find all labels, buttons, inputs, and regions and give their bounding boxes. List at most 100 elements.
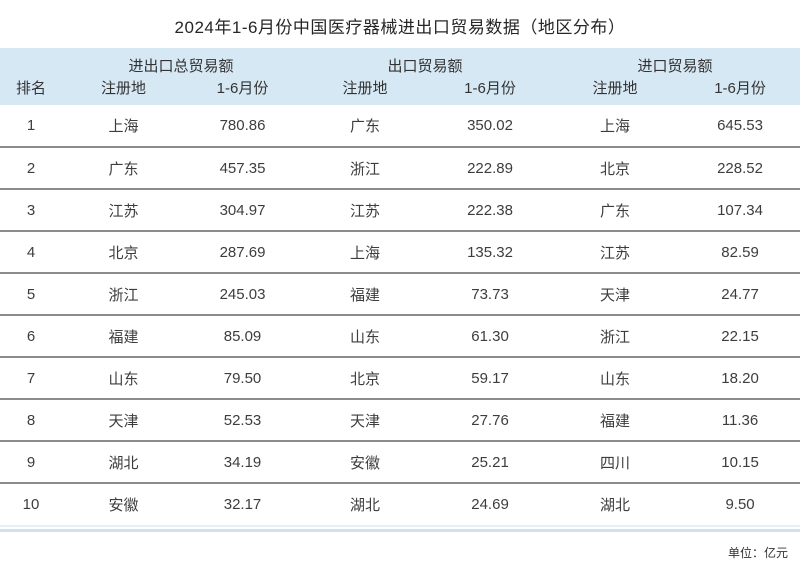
import-value-cell: 10.15 — [680, 440, 800, 483]
export-region-header: 注册地 — [300, 76, 431, 105]
total-value-cell: 32.17 — [185, 482, 301, 525]
export-region-cell: 天津 — [300, 398, 431, 441]
total-region-cell: 上海 — [62, 105, 185, 147]
export-region-cell: 上海 — [300, 230, 431, 273]
table-row: 9 湖北 34.19 安徽 25.21 四川 10.15 — [0, 440, 800, 483]
total-region-cell: 江苏 — [62, 188, 185, 231]
rank-cell: 9 — [0, 440, 62, 483]
import-region-cell: 四川 — [550, 440, 681, 483]
export-value-cell: 61.30 — [430, 314, 551, 357]
trade-data-table: 进出口总贸易额 出口贸易额 进口贸易额 排名 注册地 1-6月份 注册地 1-6… — [0, 48, 800, 525]
total-region-cell: 福建 — [62, 314, 185, 357]
group-header-row: 进出口总贸易额 出口贸易额 进口贸易额 — [0, 48, 800, 76]
total-value-cell: 79.50 — [185, 356, 301, 399]
import-value-cell: 9.50 — [680, 482, 800, 525]
import-region-cell: 山东 — [550, 356, 681, 399]
table-body: 1 上海 780.86 广东 350.02 上海 645.53 2 广东 457.35 浙江 222.… — [0, 105, 800, 525]
import-value-cell: 11.36 — [680, 398, 800, 441]
import-region-cell: 福建 — [550, 398, 681, 441]
import-region-header: 注册地 — [550, 76, 681, 105]
group-header-total: 进出口总贸易额 — [62, 48, 301, 76]
table-header: 进出口总贸易额 出口贸易额 进口贸易额 排名 注册地 1-6月份 注册地 1-6… — [0, 48, 800, 105]
export-value-cell: 350.02 — [430, 105, 551, 147]
rank-header: 排名 — [0, 76, 62, 105]
rank-cell: 4 — [0, 230, 62, 273]
import-region-cell: 湖北 — [550, 482, 681, 525]
import-region-cell: 广东 — [550, 188, 681, 231]
table-row: 1 上海 780.86 广东 350.02 上海 645.53 — [0, 105, 800, 147]
table-row: 2 广东 457.35 浙江 222.89 北京 228.52 — [0, 146, 800, 189]
rank-cell: 6 — [0, 314, 62, 357]
group-header-export: 出口贸易额 — [300, 48, 551, 76]
rank-cell: 3 — [0, 188, 62, 231]
total-region-header: 注册地 — [62, 76, 185, 105]
import-region-cell: 天津 — [550, 272, 681, 315]
import-period-header: 1-6月份 — [680, 76, 800, 105]
total-value-cell: 85.09 — [185, 314, 301, 357]
import-region-cell: 浙江 — [550, 314, 681, 357]
export-region-cell: 北京 — [300, 356, 431, 399]
export-value-cell: 222.89 — [430, 146, 551, 189]
import-region-cell: 上海 — [550, 105, 681, 147]
total-region-cell: 广东 — [62, 146, 185, 189]
import-value-cell: 107.34 — [680, 188, 800, 231]
import-value-cell: 24.77 — [680, 272, 800, 315]
export-value-cell: 222.38 — [430, 188, 551, 231]
export-region-cell: 湖北 — [300, 482, 431, 525]
total-value-cell: 34.19 — [185, 440, 301, 483]
export-region-cell: 浙江 — [300, 146, 431, 189]
rank-cell: 10 — [0, 482, 62, 525]
table-row: 3 江苏 304.97 江苏 222.38 广东 107.34 — [0, 188, 800, 231]
group-header-import: 进口贸易额 — [550, 48, 800, 76]
table-row: 6 福建 85.09 山东 61.30 浙江 22.15 — [0, 314, 800, 357]
rank-cell: 5 — [0, 272, 62, 315]
import-value-cell: 18.20 — [680, 356, 800, 399]
import-region-cell: 江苏 — [550, 230, 681, 273]
sub-header-row: 排名 注册地 1-6月份 注册地 1-6月份 注册地 1-6月份 — [0, 76, 800, 105]
rank-cell: 2 — [0, 146, 62, 189]
total-value-cell: 52.53 — [185, 398, 301, 441]
export-value-cell: 59.17 — [430, 356, 551, 399]
total-value-cell: 287.69 — [185, 230, 301, 273]
table-row: 8 天津 52.53 天津 27.76 福建 11.36 — [0, 398, 800, 441]
export-region-cell: 江苏 — [300, 188, 431, 231]
table-row: 5 浙江 245.03 福建 73.73 天津 24.77 — [0, 272, 800, 315]
import-value-cell: 82.59 — [680, 230, 800, 273]
total-region-cell: 山东 — [62, 356, 185, 399]
total-value-cell: 780.86 — [185, 105, 301, 147]
export-region-cell: 安徽 — [300, 440, 431, 483]
export-value-cell: 24.69 — [430, 482, 551, 525]
total-value-cell: 245.03 — [185, 272, 301, 315]
rank-cell: 8 — [0, 398, 62, 441]
rank-group-spacer — [0, 48, 62, 76]
table-row: 4 北京 287.69 上海 135.32 江苏 82.59 — [0, 230, 800, 273]
rank-cell: 1 — [0, 105, 62, 147]
import-value-cell: 22.15 — [680, 314, 800, 357]
import-region-cell: 北京 — [550, 146, 681, 189]
total-value-cell: 457.35 — [185, 146, 301, 189]
table-row: 10 安徽 32.17 湖北 24.69 湖北 9.50 — [0, 482, 800, 525]
export-value-cell: 27.76 — [430, 398, 551, 441]
total-region-cell: 北京 — [62, 230, 185, 273]
export-period-header: 1-6月份 — [430, 76, 551, 105]
table-bottom-accent-thick — [0, 529, 800, 532]
rank-cell: 7 — [0, 356, 62, 399]
page-title: 2024年1-6月份中国医疗器械进出口贸易数据（地区分布） — [174, 18, 626, 37]
total-region-cell: 安徽 — [62, 482, 185, 525]
export-value-cell: 135.32 — [430, 230, 551, 273]
export-region-cell: 福建 — [300, 272, 431, 315]
table-bottom-accent-thin — [0, 525, 800, 527]
export-value-cell: 73.73 — [430, 272, 551, 315]
total-value-cell: 304.97 — [185, 188, 301, 231]
total-region-cell: 湖北 — [62, 440, 185, 483]
total-region-cell: 天津 — [62, 398, 185, 441]
unit-footnote: 单位：亿元 — [727, 546, 788, 560]
import-value-cell: 645.53 — [680, 105, 800, 147]
import-value-cell: 228.52 — [680, 146, 800, 189]
export-region-cell: 广东 — [300, 105, 431, 147]
export-value-cell: 25.21 — [430, 440, 551, 483]
total-period-header: 1-6月份 — [185, 76, 301, 105]
table-row: 7 山东 79.50 北京 59.17 山东 18.20 — [0, 356, 800, 399]
table-bottom-accent-gap — [0, 527, 800, 529]
